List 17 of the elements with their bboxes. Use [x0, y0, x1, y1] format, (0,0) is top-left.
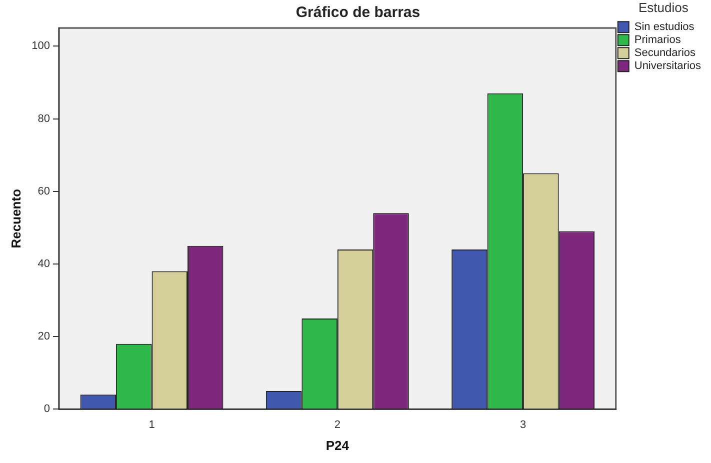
y-tick-label: 40 [38, 258, 50, 270]
x-tick-label: 2 [334, 418, 340, 431]
x-axis-title: P24 [326, 438, 350, 453]
y-axis-title: Recuento [8, 188, 24, 248]
legend-label: Universitarios [634, 60, 702, 72]
legend-label: Primarios [634, 34, 682, 46]
x-tick-label: 1 [148, 418, 155, 431]
legend-title: Estudios [638, 0, 689, 16]
y-tick-label: 20 [38, 330, 50, 343]
y-tick-label: 80 [38, 112, 50, 125]
x-tick-label: 3 [520, 418, 526, 431]
y-tick-label: 100 [32, 40, 50, 52]
chart-title: Gráfico de barras [296, 4, 420, 22]
y-tick-label: 60 [38, 185, 50, 198]
legend-label: Secundarios [634, 47, 696, 60]
y-tick-label: 0 [44, 403, 50, 416]
legend-label: Sin estudios [634, 21, 695, 34]
